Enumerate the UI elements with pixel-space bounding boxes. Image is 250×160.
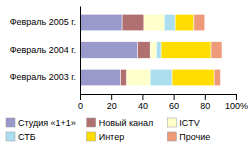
bar <box>122 14 144 31</box>
bar <box>211 42 222 59</box>
bar <box>150 42 156 59</box>
legend-item: СТБ <box>6 132 36 142</box>
series <box>161 14 214 86</box>
x-axis: 0 20 40 60 80 100% <box>78 94 248 111</box>
legend-swatch <box>6 118 15 127</box>
bar <box>150 69 172 86</box>
bar <box>172 69 214 86</box>
tick: 40 <box>138 94 148 111</box>
plot: 0 20 40 60 80 100% Февраль 2005 г. Февраль 2004… <box>10 7 248 112</box>
bar <box>156 42 161 59</box>
tick: 80 <box>200 94 210 111</box>
series <box>194 14 222 86</box>
bar <box>175 14 194 31</box>
legend-swatch <box>87 118 96 127</box>
legend-item: Студия «1+1» <box>6 118 76 128</box>
legend-label: Интер <box>99 132 124 142</box>
legend: Студия «1+1» Новый канал ICTV СТБ Интер Прочи… <box>6 118 210 142</box>
y-axis: Февраль 2005 г. Февраль 2004 г. Февраль 20… <box>10 7 81 95</box>
tick: 100% <box>225 94 248 111</box>
tick-mark <box>142 94 143 100</box>
axis-line <box>81 94 237 95</box>
bar <box>80 42 138 59</box>
tick-label: 0 <box>78 101 83 111</box>
tick-label: 100% <box>225 101 248 111</box>
tick-label: Февраль 2005 г. <box>10 17 76 27</box>
bar <box>164 14 175 31</box>
legend-label: Прочие <box>179 132 210 142</box>
tick-label: 80 <box>200 101 210 111</box>
bar <box>144 14 164 31</box>
legend-item: Интер <box>87 132 124 142</box>
tick-label: 40 <box>138 101 148 111</box>
tick-mark <box>174 94 175 100</box>
legend-item: ICTV <box>167 118 200 128</box>
axis-line <box>80 7 81 95</box>
bar <box>138 42 150 59</box>
bar <box>194 14 205 31</box>
legend-label: СТБ <box>18 132 36 142</box>
tick-mark <box>111 94 112 100</box>
legend-label: Новый канал <box>99 118 154 128</box>
bars <box>80 14 222 86</box>
tick-label: Февраль 2004 г. <box>10 45 76 55</box>
tick: Февраль 2005 г. <box>10 17 80 27</box>
legend-item: Новый канал <box>87 118 154 128</box>
tick: 0 <box>78 94 83 111</box>
tick: Февраль 2003 г. <box>10 72 80 82</box>
bar <box>121 69 127 86</box>
tick: 60 <box>169 94 179 111</box>
tick-label: 20 <box>107 101 117 111</box>
tick-label: 60 <box>169 101 179 111</box>
legend-label: Студия «1+1» <box>18 118 76 128</box>
tick-label: Февраль 2003 г. <box>10 72 76 82</box>
bar <box>80 14 122 31</box>
bar <box>127 69 150 86</box>
legend-swatch <box>167 132 176 141</box>
tick-mark <box>80 94 81 100</box>
legend-label: ICTV <box>179 118 200 128</box>
bar <box>161 42 211 59</box>
legend-item: Прочие <box>167 132 210 142</box>
tick-mark <box>205 94 206 100</box>
tick-mark <box>236 94 237 100</box>
bar <box>80 69 121 86</box>
bar <box>214 69 220 86</box>
chart: 0 20 40 60 80 100% Февраль 2005 г. Февраль 2004… <box>0 0 250 160</box>
legend-swatch <box>6 132 15 141</box>
legend-swatch <box>167 118 176 127</box>
legend-swatch <box>87 132 96 141</box>
tick: Февраль 2004 г. <box>10 45 80 55</box>
tick: 20 <box>107 94 117 111</box>
